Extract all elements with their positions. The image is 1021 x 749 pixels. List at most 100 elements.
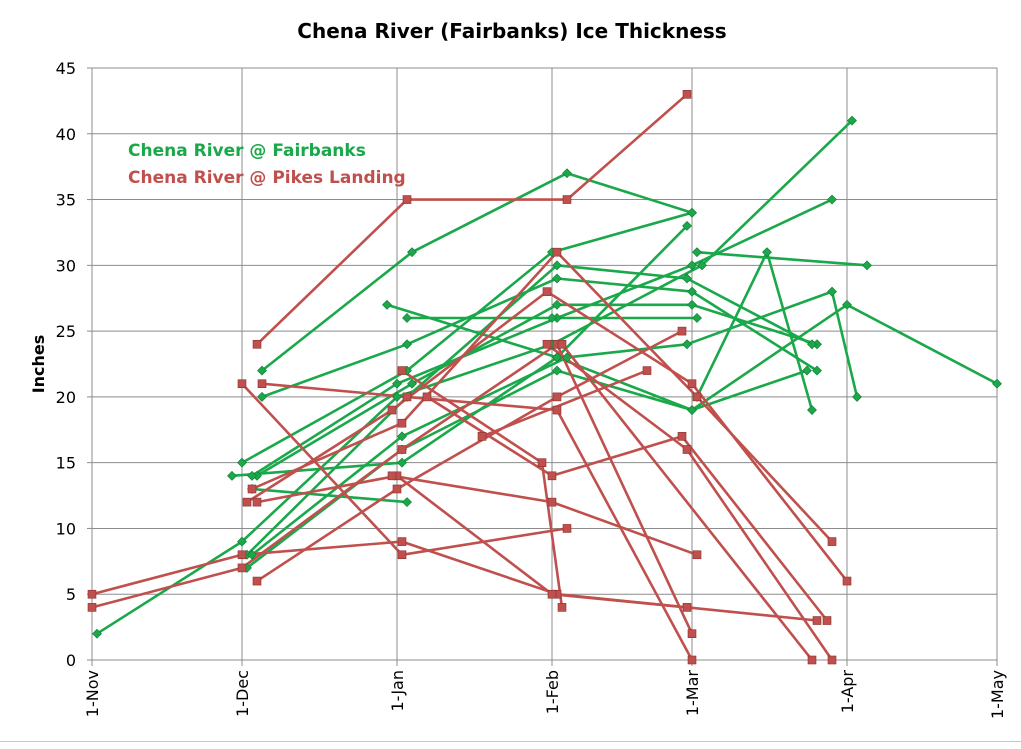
x-tick-label: 1-Nov — [83, 670, 102, 717]
fairbanks-point-marker — [687, 405, 697, 415]
pikes-landing-point-marker — [397, 550, 407, 560]
fairbanks-point-marker — [547, 313, 557, 323]
pikes-landing-point-marker — [547, 497, 557, 507]
fairbanks-point-marker — [92, 628, 102, 639]
pikes-landing-point-marker — [387, 471, 397, 481]
fairbanks-point-marker — [562, 352, 572, 363]
pikes-landing-point-marker — [387, 405, 397, 415]
pikes-landing-point-marker — [552, 247, 562, 257]
pikes-landing-point-marker — [87, 603, 97, 612]
fairbanks-series-line-14 — [695, 250, 869, 267]
fairbanks-point-marker — [862, 260, 872, 271]
pikes-landing-point-marker — [557, 339, 567, 349]
fairbanks-point-marker — [827, 286, 837, 297]
y-tick-label: 45 — [56, 59, 76, 78]
fairbanks-point-marker — [692, 247, 702, 258]
pikes-landing-series-line-21 — [255, 474, 689, 609]
fairbanks-series-line-10 — [230, 224, 689, 478]
fairbanks-point-marker — [382, 299, 392, 310]
fairbanks-point-marker — [552, 352, 562, 363]
fairbanks-point-marker — [692, 313, 702, 323]
pikes-landing-point-marker — [397, 418, 407, 428]
y-tick-label: 15 — [56, 454, 76, 473]
pikes-landing-point-marker — [237, 563, 247, 573]
fairbanks-point-marker — [402, 313, 412, 323]
pikes-landing-point-marker — [397, 537, 407, 546]
pikes-landing-point-marker — [252, 497, 262, 507]
fairbanks-point-marker — [237, 536, 247, 547]
fairbanks-point-marker — [847, 115, 857, 126]
pikes-landing-point-marker — [547, 589, 557, 599]
x-tick-label: 1-Dec — [233, 670, 252, 717]
pikes-landing-point-marker — [827, 537, 837, 546]
fairbanks-point-marker — [402, 339, 412, 350]
fairbanks-point-marker — [687, 299, 697, 310]
legend-entry-fairbanks: Chena River @ Fairbanks — [128, 141, 366, 161]
pikes-landing-series-line-26 — [425, 395, 829, 622]
pikes-landing-series-line-17 — [260, 382, 694, 662]
fairbanks-point-marker — [562, 168, 572, 179]
pikes-landing-point-marker — [677, 326, 687, 336]
fairbanks-point-marker — [697, 260, 707, 271]
pikes-landing-point-marker — [687, 379, 697, 389]
pikes-landing-point-marker — [562, 524, 572, 533]
x-tick-label: 1-Jan — [388, 670, 407, 712]
pikes-landing-point-marker — [392, 484, 402, 494]
fairbanks-point-marker — [682, 220, 692, 231]
pikes-landing-series-line-15 — [255, 93, 689, 346]
y-tick-label: 35 — [56, 191, 76, 210]
y-tick-label: 5 — [66, 585, 76, 604]
pikes-landing-point-marker — [252, 576, 262, 586]
pikes-landing-point-marker — [687, 629, 697, 638]
legend-entry-pikes-landing: Chena River @ Pikes Landing — [128, 168, 406, 188]
fairbanks-point-marker — [237, 457, 247, 468]
pikes-landing-point-marker — [677, 432, 687, 441]
fairbanks-point-marker — [842, 299, 852, 310]
pikes-landing-point-marker — [822, 616, 832, 625]
pikes-landing-point-marker — [237, 379, 247, 389]
fairbanks-point-marker — [802, 365, 812, 376]
fairbanks-point-marker — [247, 470, 257, 481]
pikes-landing-point-marker — [237, 550, 247, 560]
pikes-landing-point-marker — [397, 366, 407, 375]
pikes-landing-point-marker — [402, 195, 412, 204]
pikes-landing-point-marker — [682, 445, 692, 454]
fairbanks-series-line-8 — [250, 290, 859, 557]
pikes-landing-point-marker — [842, 576, 852, 586]
pikes-landing-series-line-29 — [560, 342, 814, 662]
pikes-landing-point-marker — [537, 458, 547, 467]
pikes-landing-point-marker — [547, 471, 557, 481]
pikes-landing-point-marker — [477, 432, 487, 441]
pikes-landing-point-marker — [542, 339, 552, 349]
pikes-landing-point-marker — [827, 655, 837, 665]
pikes-landing-point-marker — [397, 445, 407, 454]
fairbanks-point-marker — [687, 207, 697, 218]
fairbanks-point-marker — [407, 247, 417, 258]
pikes-landing-point-marker — [682, 603, 692, 612]
fairbanks-point-marker — [552, 273, 562, 284]
pikes-landing-point-marker — [242, 497, 252, 507]
pikes-landing-point-marker — [542, 287, 552, 296]
pikes-landing-point-marker — [402, 392, 412, 402]
fairbanks-point-marker — [552, 299, 562, 310]
pikes-landing-point-marker — [642, 366, 652, 375]
x-tick-label: 1-Mar — [683, 670, 702, 717]
pikes-landing-point-marker — [692, 392, 702, 402]
y-tick-label: 20 — [56, 388, 76, 407]
pikes-landing-series-line-28 — [480, 369, 649, 438]
fairbanks-point-marker — [227, 470, 237, 481]
fairbanks-point-marker — [397, 457, 407, 468]
legend: Chena River @ Fairbanks Chena River @ Pi… — [128, 141, 406, 188]
fairbanks-point-marker — [407, 378, 417, 389]
fairbanks-point-marker — [397, 431, 407, 442]
pikes-landing-point-marker — [422, 392, 432, 402]
fairbanks-point-marker — [687, 286, 697, 297]
fairbanks-point-marker — [827, 194, 837, 205]
pikes-landing-series-line-20 — [255, 329, 684, 583]
fairbanks-point-marker — [807, 405, 817, 415]
pikes-landing-point-marker — [812, 616, 822, 625]
fairbanks-point-marker — [402, 497, 412, 508]
fairbanks-point-marker — [762, 247, 772, 258]
